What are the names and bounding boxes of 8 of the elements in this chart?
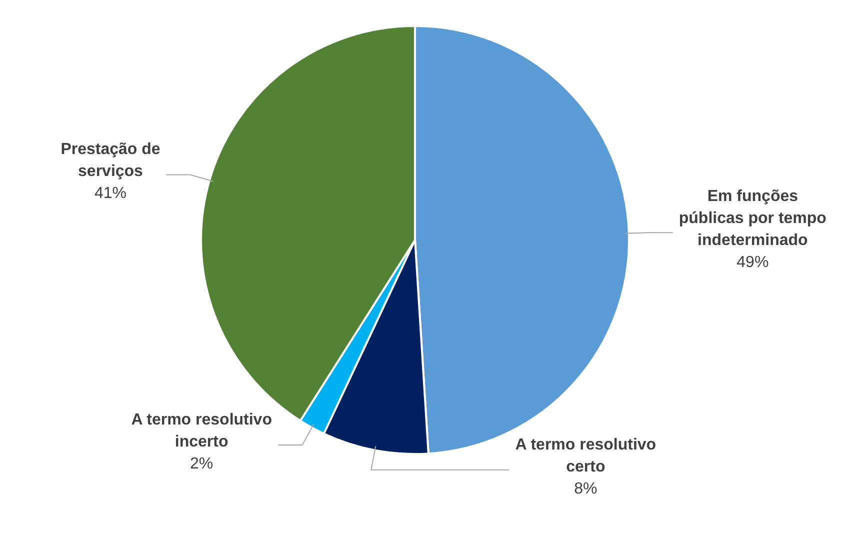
data-label: 49% — [736, 254, 769, 272]
slice-label: Prestação de serviços — [60, 141, 160, 180]
data-label: 41% — [94, 185, 126, 202]
data-label: 8% — [574, 480, 598, 498]
slice-label: Em funções públicas por tempo indeterminado — [678, 188, 827, 250]
slice-label: A termo resolutivo incerto — [131, 411, 272, 450]
slice-label: A termo resolutivo certo — [515, 436, 656, 476]
data-label: 2% — [190, 455, 214, 472]
